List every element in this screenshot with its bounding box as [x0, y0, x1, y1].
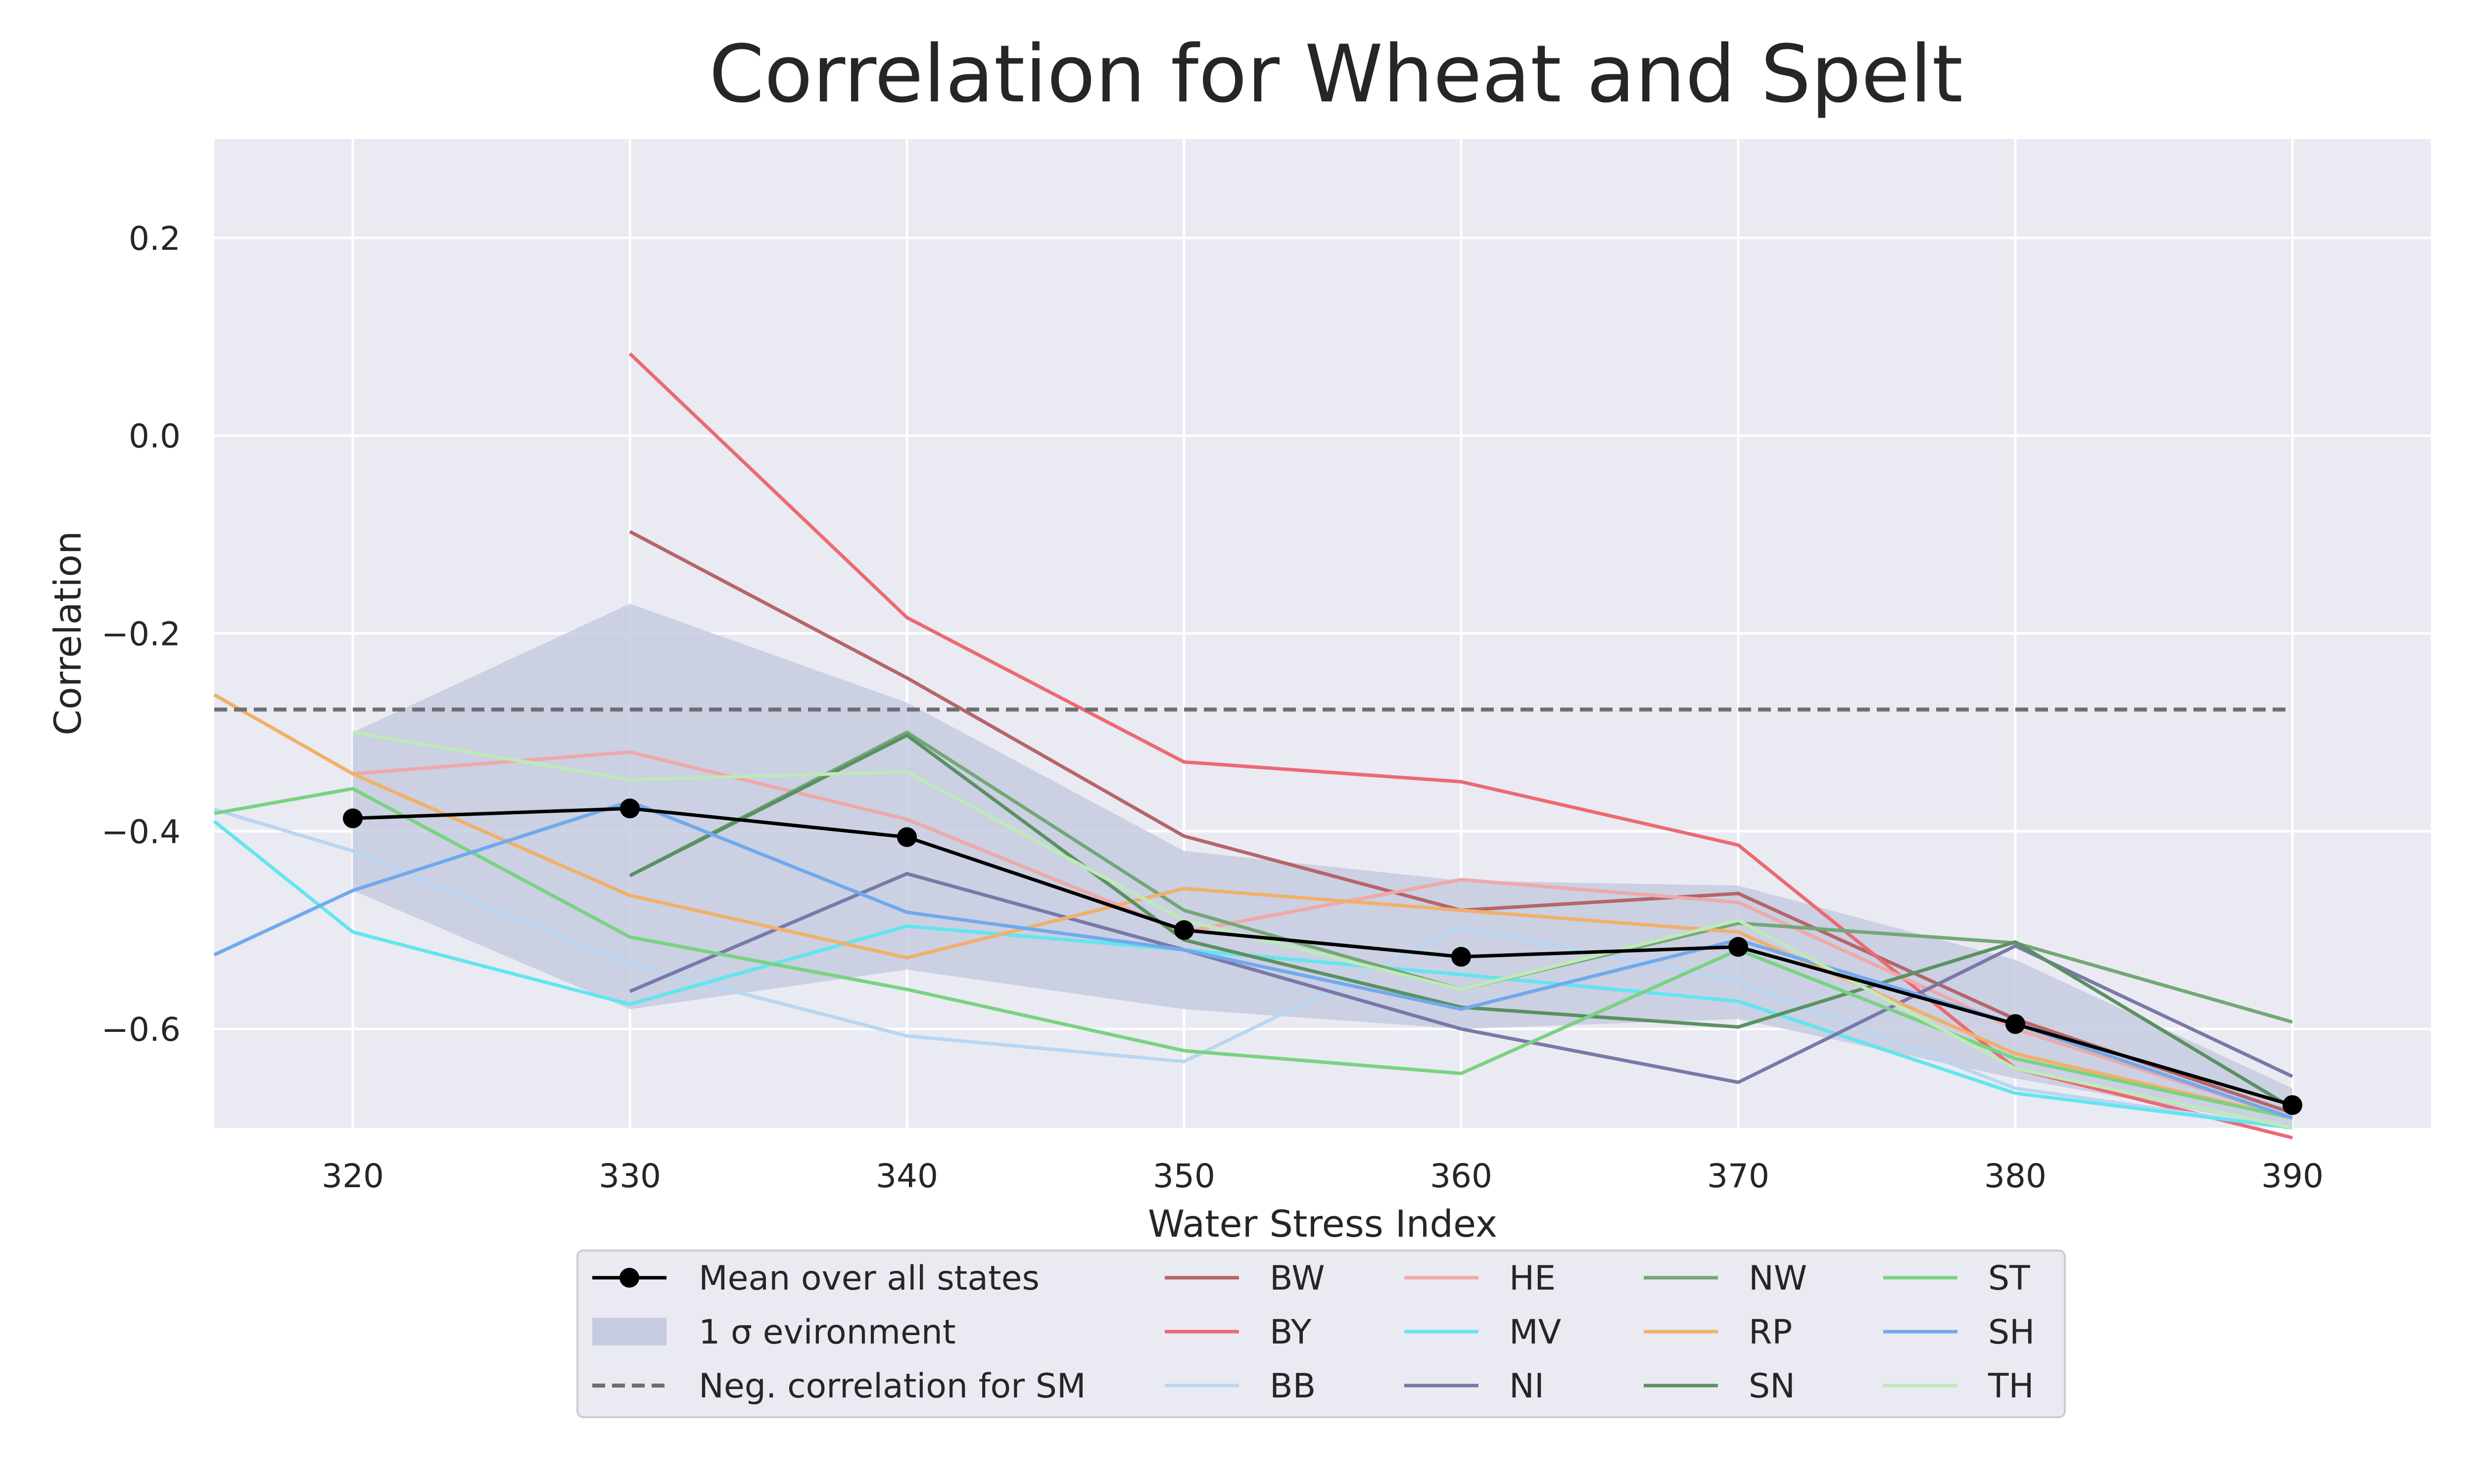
mean-point: [2283, 1095, 2302, 1115]
mean-point: [1728, 937, 1748, 957]
legend-label-he: HE: [1509, 1259, 1556, 1298]
mean-point: [620, 798, 640, 819]
series-line-sh: [213, 799, 2293, 1120]
sigma-band: [353, 603, 2292, 1128]
chart-title: Correlation for Wheat and Spelt: [709, 28, 1963, 120]
legend-label-sh: SH: [1988, 1313, 2035, 1352]
y-tick-label: 0.0: [129, 417, 181, 456]
legend-frame: [576, 1250, 2066, 1418]
series-line-he: [352, 750, 2293, 1120]
y-tick-label: −0.4: [101, 813, 181, 851]
x-axis-label: Water Stress Index: [1148, 1202, 1497, 1246]
legend-label-sn: SN: [1749, 1367, 1795, 1406]
y-tick-label: −0.6: [101, 1011, 181, 1049]
x-tick-label: 370: [1707, 1157, 1769, 1195]
legend-label-ni: NI: [1509, 1367, 1544, 1406]
legend-label-st: ST: [1988, 1259, 2030, 1298]
series-line-ni: [629, 872, 2293, 1084]
legend-label-by: BY: [1270, 1313, 1312, 1352]
legend-label-reference: Neg. correlation for SM: [699, 1367, 1086, 1406]
mean-point: [343, 808, 363, 829]
series-line-bb: [213, 807, 2293, 1130]
series-line-sn: [629, 733, 2293, 1110]
x-tick-label: 320: [322, 1157, 384, 1195]
legend-marker-mean: [619, 1268, 639, 1288]
legend: Mean over all states 1 σ evironment Neg. c…: [576, 1250, 2066, 1418]
legend-label-bw: BW: [1270, 1259, 1325, 1298]
sigma-band-layer: [353, 603, 2292, 1128]
legend-label-rp: RP: [1749, 1313, 1792, 1352]
mean-line: [352, 806, 2293, 1107]
legend-label-band: 1 σ evironment: [699, 1313, 956, 1352]
legend-label-mean: Mean over all states: [699, 1259, 1040, 1298]
series-line-st: [214, 787, 2293, 1120]
series-line-th: [352, 730, 2293, 1130]
y-tick-label: 0.2: [129, 220, 181, 258]
y-axis-ticks: −0.6 −0.4 −0.2 0.0 0.2: [101, 220, 181, 1049]
x-tick-label: 390: [2261, 1157, 2324, 1195]
mean-layer: [343, 798, 2302, 1115]
legend-swatch-band: [592, 1318, 666, 1345]
x-tick-label: 340: [876, 1157, 938, 1195]
mean-point: [2005, 1014, 2025, 1034]
mean-point: [1451, 947, 1471, 967]
mean-point: [1174, 920, 1194, 940]
legend-label-mv: MV: [1509, 1313, 1561, 1352]
x-axis-ticks: 320 330 340 350 360 370 380 390: [322, 1157, 2324, 1195]
x-tick-label: 360: [1430, 1157, 1492, 1195]
x-tick-label: 330: [599, 1157, 661, 1195]
mean-point: [897, 827, 917, 847]
x-tick-label: 350: [1153, 1157, 1215, 1195]
x-tick-label: 380: [1984, 1157, 2046, 1195]
legend-label-bb: BB: [1270, 1367, 1316, 1406]
y-tick-label: −0.2: [101, 615, 181, 653]
legend-label-th: TH: [1988, 1367, 2034, 1406]
legend-label-nw: NW: [1749, 1259, 1807, 1298]
series-layer: [213, 352, 2293, 1140]
y-axis-label: Correlation: [46, 531, 90, 736]
